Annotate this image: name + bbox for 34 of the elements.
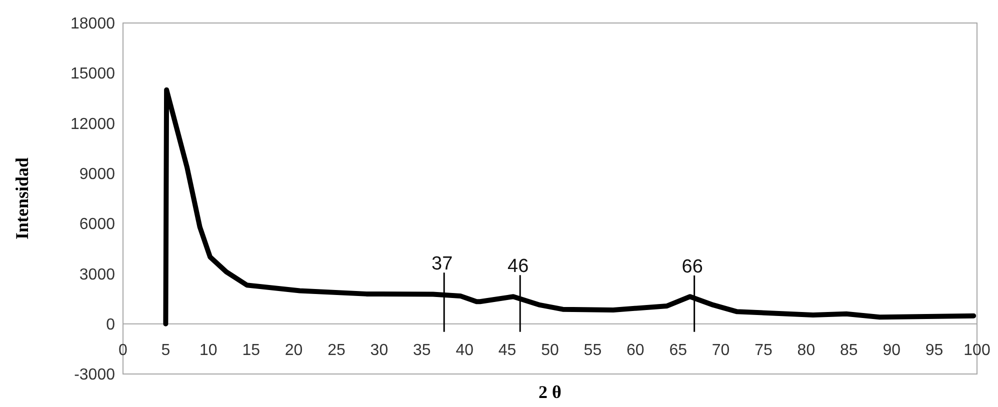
x-tick-label: 45 [498, 342, 516, 359]
x-tick-label: 25 [328, 342, 346, 359]
x-tick-label: 0 [118, 342, 128, 359]
x-tick-label: 70 [712, 342, 730, 359]
x-tick-label: 35 [413, 342, 431, 359]
x-axis-title: 2 θ [538, 382, 562, 402]
x-tick-label: 65 [669, 342, 688, 359]
x-tick-label: 55 [584, 342, 602, 359]
x-tick-label: 30 [370, 342, 388, 359]
x-tick-label: 85 [840, 342, 858, 359]
y-tick-label: 9000 [79, 166, 116, 184]
x-tick-label: 75 [754, 342, 772, 359]
x-tick-label: 50 [541, 342, 559, 359]
annotation: 46 [508, 256, 529, 278]
y-tick-label: 18000 [70, 16, 116, 33]
x-tick-label: 15 [242, 342, 260, 359]
y-tick-label: -3000 [74, 366, 116, 384]
x-tick-label: 10 [200, 342, 218, 359]
x-tick-label: 80 [797, 342, 816, 359]
x-tick-label: 100 [964, 342, 990, 359]
x-tick-label: 95 [925, 342, 944, 359]
annotation: 66 [682, 256, 703, 278]
y-tick-label: 6000 [79, 216, 116, 234]
y-tick-label: 0 [106, 316, 116, 334]
y-tick-label: 12000 [70, 116, 116, 133]
x-tick-label: 90 [882, 342, 901, 359]
x-tick-label: 60 [626, 342, 644, 359]
annotation: 37 [432, 254, 453, 275]
y-tick-label: 15000 [70, 66, 116, 83]
x-tick-label: 20 [284, 342, 303, 359]
x-tick-label: 40 [456, 342, 474, 359]
x-tick-label: 5 [161, 342, 170, 359]
y-tick-label: 3000 [79, 266, 116, 284]
y-axis-title: Intensidad [12, 157, 32, 240]
